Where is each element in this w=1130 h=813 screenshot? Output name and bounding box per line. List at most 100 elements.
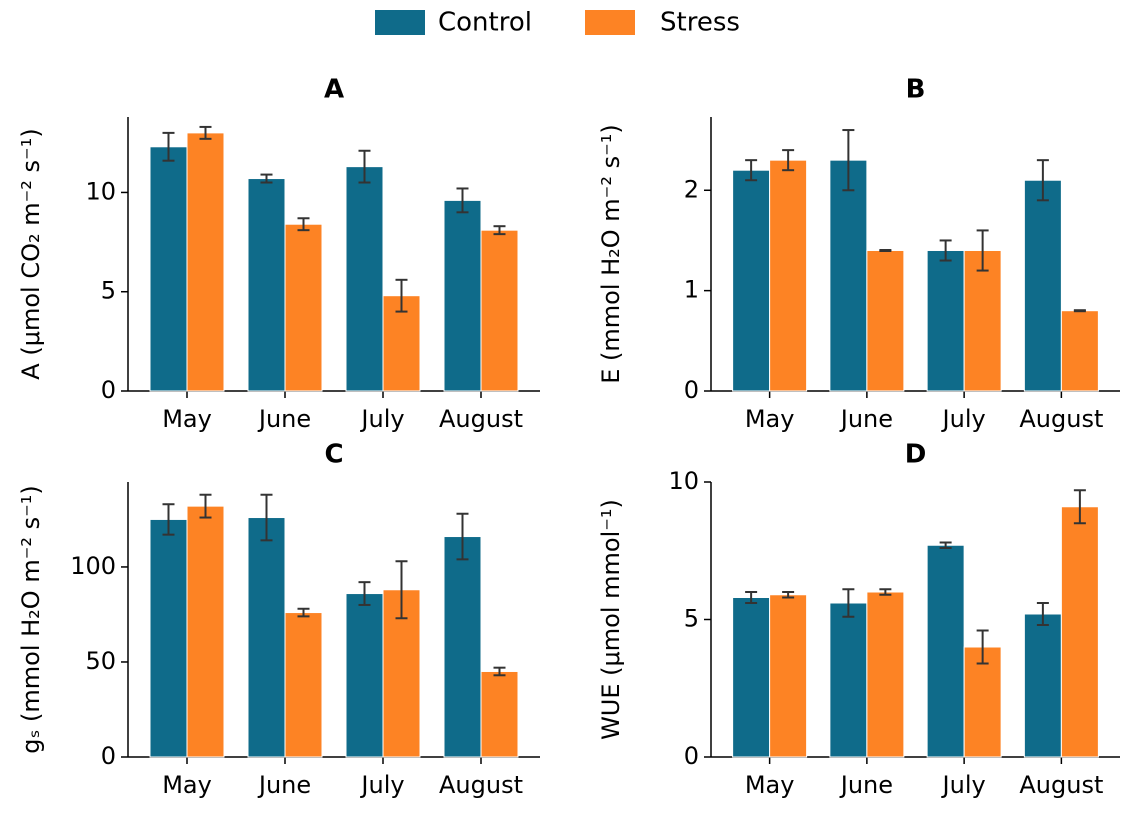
error-bar bbox=[842, 588, 855, 618]
panel-title: B bbox=[906, 75, 926, 105]
y-tick-label: 50 bbox=[85, 647, 116, 675]
bar bbox=[284, 223, 323, 392]
y-axis-label: E (mmol H₂O m⁻² s⁻¹) bbox=[597, 124, 625, 384]
error-bar bbox=[976, 629, 989, 665]
panel-title: C bbox=[324, 440, 343, 470]
error-bar bbox=[976, 229, 989, 272]
bar bbox=[247, 178, 286, 392]
error-bar bbox=[260, 173, 273, 184]
x-tick-label: August bbox=[1019, 405, 1103, 433]
y-axis-label: A (μmol CO₂ m⁻² s⁻¹) bbox=[17, 128, 45, 379]
bar bbox=[149, 146, 188, 392]
error-bar bbox=[842, 129, 855, 192]
error-bar bbox=[199, 493, 212, 519]
error-bar bbox=[358, 149, 371, 184]
legend-swatch bbox=[585, 10, 635, 35]
error-bar bbox=[1036, 159, 1049, 202]
error-bar bbox=[199, 125, 212, 140]
y-tick-label: 2 bbox=[684, 175, 699, 203]
error-bar bbox=[782, 149, 795, 172]
bar bbox=[926, 249, 965, 392]
bar bbox=[1023, 179, 1062, 392]
x-tick-label: June bbox=[839, 771, 893, 799]
x-tick-label: May bbox=[162, 405, 212, 433]
bar bbox=[829, 602, 868, 758]
bar bbox=[1023, 613, 1062, 758]
x-tick-label: August bbox=[439, 771, 523, 799]
x-tick-label: May bbox=[745, 771, 795, 799]
bar bbox=[480, 229, 519, 392]
bar bbox=[345, 166, 384, 392]
legend-label: Control bbox=[438, 8, 532, 38]
bar bbox=[963, 646, 1002, 758]
y-axis-label: gₛ (mmol H₂O m⁻² s⁻¹) bbox=[17, 485, 45, 754]
x-tick-label: August bbox=[1019, 771, 1103, 799]
x-tick-label: June bbox=[839, 405, 893, 433]
y-tick-label: 5 bbox=[101, 277, 116, 305]
bar bbox=[149, 518, 188, 758]
y-axis-label: WUE (μmol mmol⁻¹) bbox=[597, 499, 625, 740]
bar bbox=[1060, 506, 1099, 758]
bar bbox=[345, 593, 384, 758]
bar bbox=[480, 670, 519, 758]
error-bar bbox=[260, 493, 273, 542]
y-tick-label: 1 bbox=[684, 276, 699, 304]
error-bar bbox=[297, 217, 310, 232]
error-bar bbox=[162, 503, 175, 536]
bar bbox=[247, 517, 286, 758]
x-tick-label: May bbox=[745, 405, 795, 433]
error-bar bbox=[745, 159, 758, 182]
bar bbox=[926, 544, 965, 758]
y-tick-label: 0 bbox=[101, 742, 116, 770]
y-tick-label: 0 bbox=[684, 742, 699, 770]
y-tick-label: 0 bbox=[684, 376, 699, 404]
error-bar bbox=[297, 607, 310, 618]
error-bar bbox=[1073, 489, 1086, 525]
x-tick-label: July bbox=[941, 405, 986, 433]
bar bbox=[443, 199, 482, 392]
error-bar bbox=[745, 591, 758, 604]
x-tick-label: July bbox=[941, 771, 986, 799]
error-bar bbox=[358, 581, 371, 606]
bar bbox=[866, 591, 905, 758]
error-bar bbox=[782, 591, 795, 599]
bar bbox=[829, 159, 868, 392]
y-tick-label: 10 bbox=[85, 177, 116, 205]
bar bbox=[732, 169, 771, 392]
error-bar bbox=[162, 131, 175, 162]
panel-title: D bbox=[905, 440, 927, 470]
bar bbox=[284, 612, 323, 758]
x-tick-label: July bbox=[359, 405, 404, 433]
error-bar bbox=[1036, 602, 1049, 626]
error-bar bbox=[456, 512, 469, 561]
error-bar bbox=[879, 588, 892, 596]
x-tick-label: July bbox=[359, 771, 404, 799]
error-bar bbox=[456, 187, 469, 214]
y-tick-label: 5 bbox=[684, 605, 699, 633]
bar bbox=[443, 536, 482, 758]
bar bbox=[186, 505, 225, 758]
panel-title: A bbox=[324, 75, 344, 105]
x-tick-label: August bbox=[439, 405, 523, 433]
error-bar bbox=[493, 225, 506, 236]
error-bar bbox=[939, 541, 952, 549]
error-bar bbox=[395, 278, 408, 313]
error-bar bbox=[493, 666, 506, 677]
legend-swatch bbox=[375, 10, 425, 35]
bar bbox=[866, 249, 905, 392]
y-tick-label: 0 bbox=[101, 376, 116, 404]
error-bar bbox=[395, 560, 408, 620]
error-bar bbox=[939, 239, 952, 262]
legend-label: Stress bbox=[660, 8, 740, 38]
x-tick-label: May bbox=[162, 771, 212, 799]
bar bbox=[769, 594, 808, 758]
error-bar bbox=[1073, 309, 1086, 313]
bar bbox=[732, 597, 771, 758]
error-bar bbox=[879, 248, 892, 252]
bar bbox=[963, 249, 1002, 392]
x-tick-label: June bbox=[257, 405, 311, 433]
y-tick-label: 10 bbox=[668, 467, 699, 495]
bar bbox=[186, 132, 225, 392]
bar bbox=[1060, 310, 1099, 392]
